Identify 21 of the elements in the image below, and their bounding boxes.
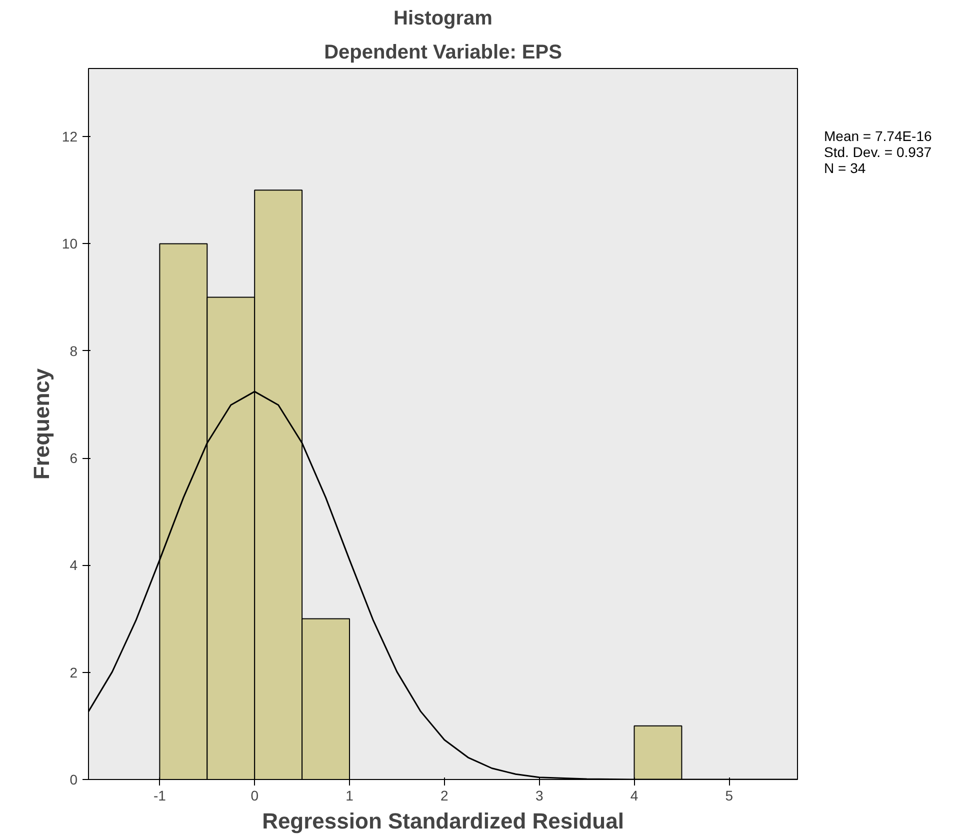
text: Std. Dev. = 0.937	[824, 144, 932, 160]
chart-title: Histogram	[394, 8, 492, 30]
x-tick-label: 5	[725, 788, 734, 804]
x-tick-label: 1	[346, 788, 354, 804]
y-tick-label: 12	[62, 128, 78, 145]
x-tick-label: -1	[153, 788, 166, 804]
y-tick-label: 2	[70, 664, 78, 680]
y-tick-label: 8	[70, 342, 78, 359]
x-tick-label: 3	[535, 788, 544, 804]
text: Mean = 7.74E-16	[824, 128, 932, 144]
x-tick-label: 4	[630, 788, 638, 804]
x-tick-label: 0	[250, 788, 259, 804]
y-tick-label: 4	[70, 557, 78, 574]
y-tick-label: 10	[62, 236, 78, 252]
y-tick-label: 0	[70, 772, 78, 788]
y-tick-label: 6	[70, 450, 78, 466]
text: N = 34	[824, 160, 866, 176]
y-axis-title: Frequency	[28, 368, 54, 480]
chart-subtitle: Dependent Variable: EPS	[324, 42, 562, 64]
x-tick-label: 2	[440, 788, 449, 804]
x-axis-title: Regression Standardized Residual	[262, 808, 624, 834]
